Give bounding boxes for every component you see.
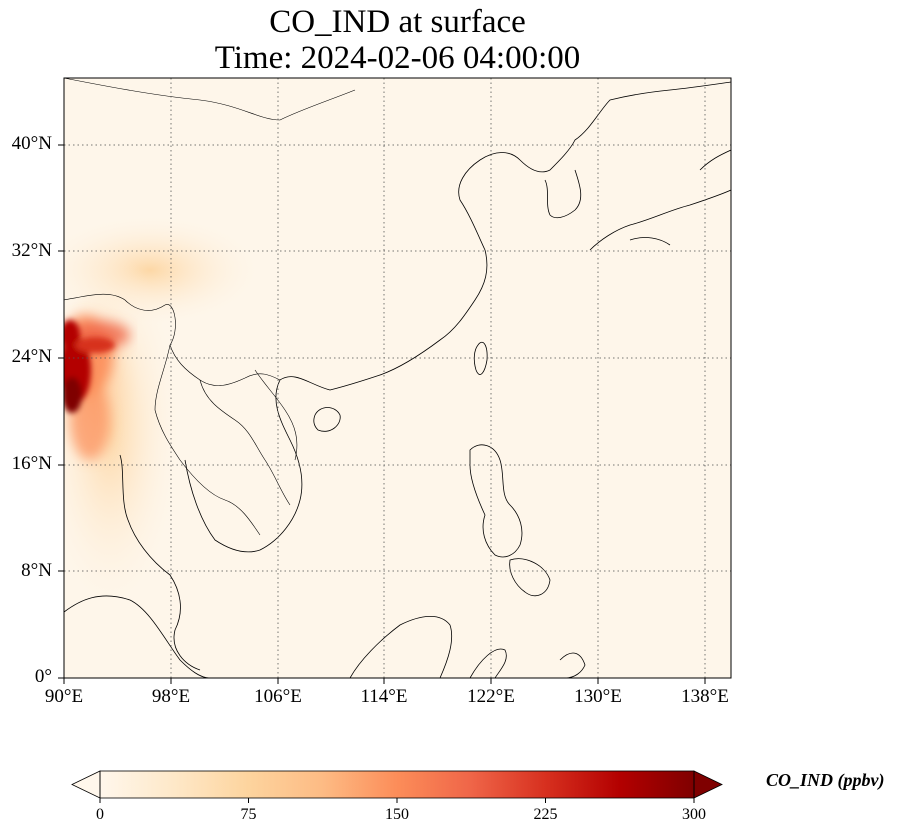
lon-tick-label: 130°E [574,686,622,707]
lon-tick-label: 138°E [681,686,729,707]
lat-tick-label: 16°N [11,453,52,474]
lat-tick-label: 0° [34,666,52,687]
colorbar-tick-label: 225 [533,806,558,823]
lon-tick-label: 114°E [360,686,408,707]
lon-tick-label: 106°E [254,686,302,707]
gridlines [64,78,731,678]
country-borders [64,78,356,536]
lat-tick-label: 32°N [11,240,52,261]
colorbar-tick-label: 75 [240,806,257,823]
map-frame [63,77,732,679]
co-concentration-field [64,78,731,678]
colorbar-tick-label: 150 [385,806,409,823]
lat-tick-label: 40°N [11,133,52,154]
map-title: CO_IND at surface [269,4,526,40]
lon-tick-label: 122°E [467,686,515,707]
lat-tick-label: 8°N [21,560,52,581]
colorbar-label: CO_IND (ppbv) [766,770,885,790]
colorbar-tick-label: 300 [682,806,706,823]
lat-tick-label: 24°N [11,346,52,367]
axis-ticks [58,144,706,684]
colorbar [71,770,723,803]
map-time-subtitle: Time: 2024-02-06 04:00:00 [214,40,581,76]
lon-tick-label: 98°E [151,686,191,707]
colorbar-tick-label: 0 [96,806,104,823]
coastlines [64,81,731,678]
lon-tick-label: 90°E [44,686,84,707]
